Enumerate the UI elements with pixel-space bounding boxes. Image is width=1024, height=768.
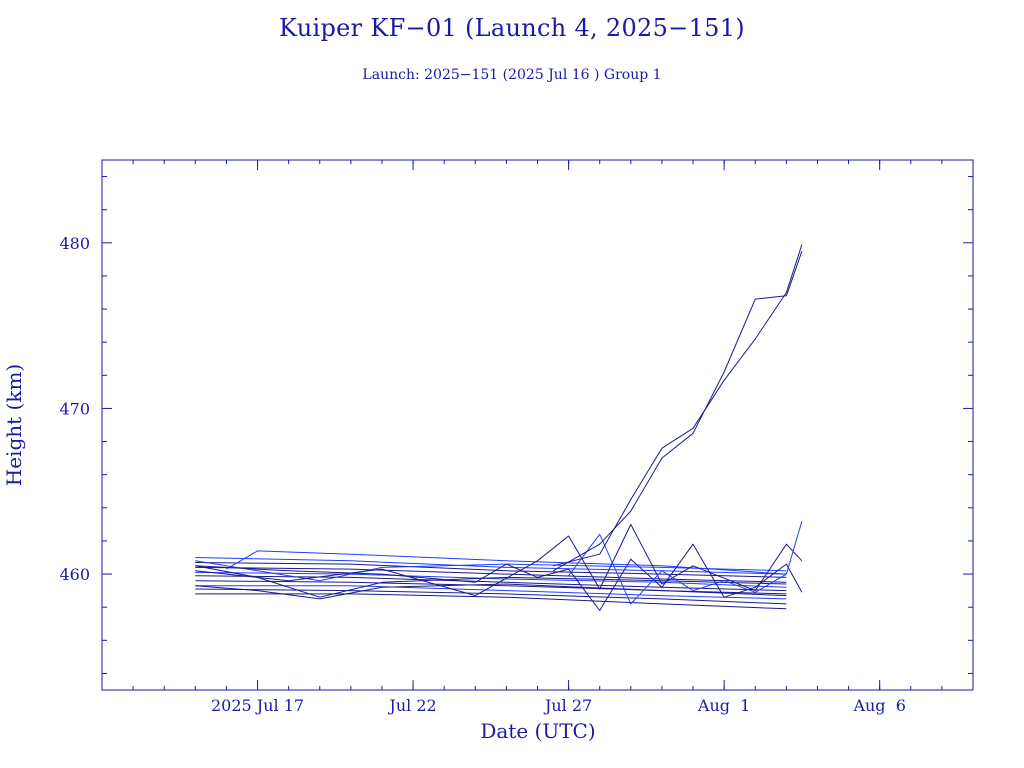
- series-line: [195, 562, 787, 578]
- x-tick-label: Jul 27: [543, 696, 592, 715]
- series-line: [195, 571, 787, 588]
- series-group: [195, 244, 803, 611]
- series-line: [568, 520, 803, 605]
- series-line: [195, 575, 787, 592]
- y-axis-label: Height (km): [2, 364, 26, 486]
- series-line: [195, 585, 787, 600]
- x-tick-label: 2025 Jul 17: [211, 696, 304, 715]
- y-tick-label: 460: [59, 565, 90, 584]
- chart-title: Kuiper KF−01 (Launch 4, 2025−151): [279, 14, 745, 42]
- x-tick-label: Jul 22: [387, 696, 436, 715]
- series-line: [195, 523, 803, 597]
- series-line: [195, 588, 787, 605]
- series-line: [195, 543, 803, 611]
- y-tick-label: 480: [59, 234, 90, 253]
- chart-subtitle: Launch: 2025−151 (2025 Jul 16 ) Group 1: [362, 67, 662, 83]
- series-line: [552, 244, 803, 567]
- axis-ticks: [101, 160, 974, 690]
- series-line: [195, 583, 787, 600]
- plot-frame: [101, 159, 974, 691]
- series-line: [195, 566, 787, 583]
- x-tick-label: Aug 6: [852, 696, 905, 715]
- x-tick-label: Aug 1: [697, 696, 750, 715]
- x-axis-label: Date (UTC): [480, 719, 595, 743]
- series-line: [195, 557, 787, 575]
- series-line: [552, 250, 803, 572]
- series-line: [226, 550, 787, 575]
- y-tick-label: 470: [59, 399, 90, 418]
- series-line: [195, 560, 787, 582]
- series-line: [195, 593, 787, 610]
- series-line: [195, 580, 787, 595]
- tick-labels: 2025 Jul 17 Jul 22 Jul 27 Aug 1 Aug 6 460 470 4…: [59, 234, 905, 715]
